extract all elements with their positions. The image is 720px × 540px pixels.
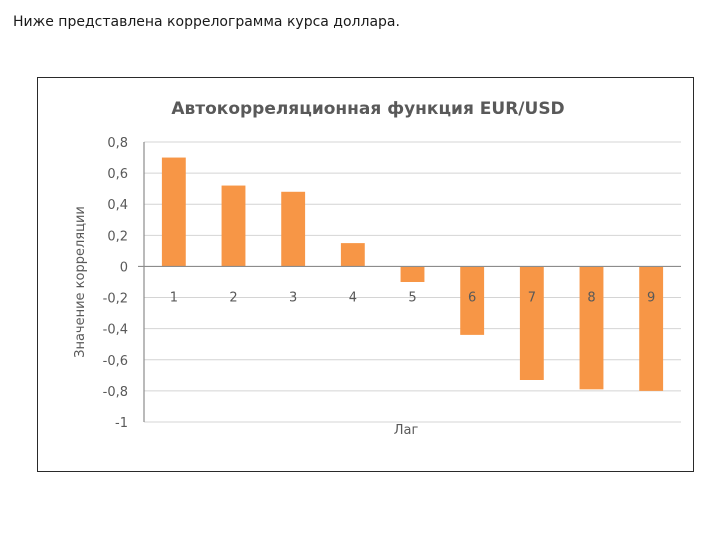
- bar-lag-1: [161, 157, 186, 267]
- y-tick-label: 0: [120, 260, 128, 275]
- chart-title: Автокорреляционная функция EUR/USD: [171, 99, 564, 119]
- y-tick-label: -0,2: [103, 292, 128, 307]
- y-tick-label: 0,4: [107, 198, 128, 213]
- bar-lag-7: [519, 266, 544, 380]
- bar-lag-2: [221, 185, 246, 267]
- x-tick-label: 8: [587, 290, 595, 305]
- y-tick-label: 0,2: [107, 229, 128, 244]
- x-tick-label: 4: [349, 290, 357, 305]
- bar-lag-8: [579, 266, 604, 390]
- x-tick-label: 2: [229, 290, 237, 305]
- x-tick-labels: 1 2 3 4 5 6 7 8 9: [170, 290, 656, 305]
- x-tick-label: 7: [528, 290, 536, 305]
- y-tick-label: -1: [115, 416, 128, 431]
- y-axis-label: Значение корреляции: [73, 206, 88, 358]
- x-axis-label: Лаг: [394, 423, 419, 438]
- bars: [161, 157, 664, 391]
- bar-lag-4: [340, 243, 365, 267]
- y-tick-labels: 0,8 0,6 0,4 0,2 0 -0,2 -0,4 -0,6 -0,8 -1: [103, 136, 128, 431]
- x-tick-label: 6: [468, 290, 476, 305]
- x-tick-label: 9: [647, 290, 655, 305]
- bar-lag-5: [400, 266, 425, 282]
- x-tick-label: 1: [170, 290, 178, 305]
- bar-lag-9: [639, 266, 664, 391]
- y-tick-label: 0,8: [107, 136, 128, 151]
- autocorrelation-chart: Автокорреляционная функция EUR/USD 0,80,…: [73, 99, 681, 438]
- y-tick-label: 0,6: [107, 167, 128, 182]
- page-caption: Ниже представлена коррелограмма курса до…: [13, 14, 400, 30]
- x-tick-label: 5: [408, 290, 416, 305]
- bar-lag-3: [281, 191, 306, 267]
- bar-lag-6: [460, 266, 485, 335]
- y-tick-label: -0,6: [103, 354, 128, 369]
- x-tick-label: 3: [289, 290, 297, 305]
- y-tick-label: -0,8: [103, 385, 128, 400]
- y-tick-label: -0,4: [103, 323, 128, 338]
